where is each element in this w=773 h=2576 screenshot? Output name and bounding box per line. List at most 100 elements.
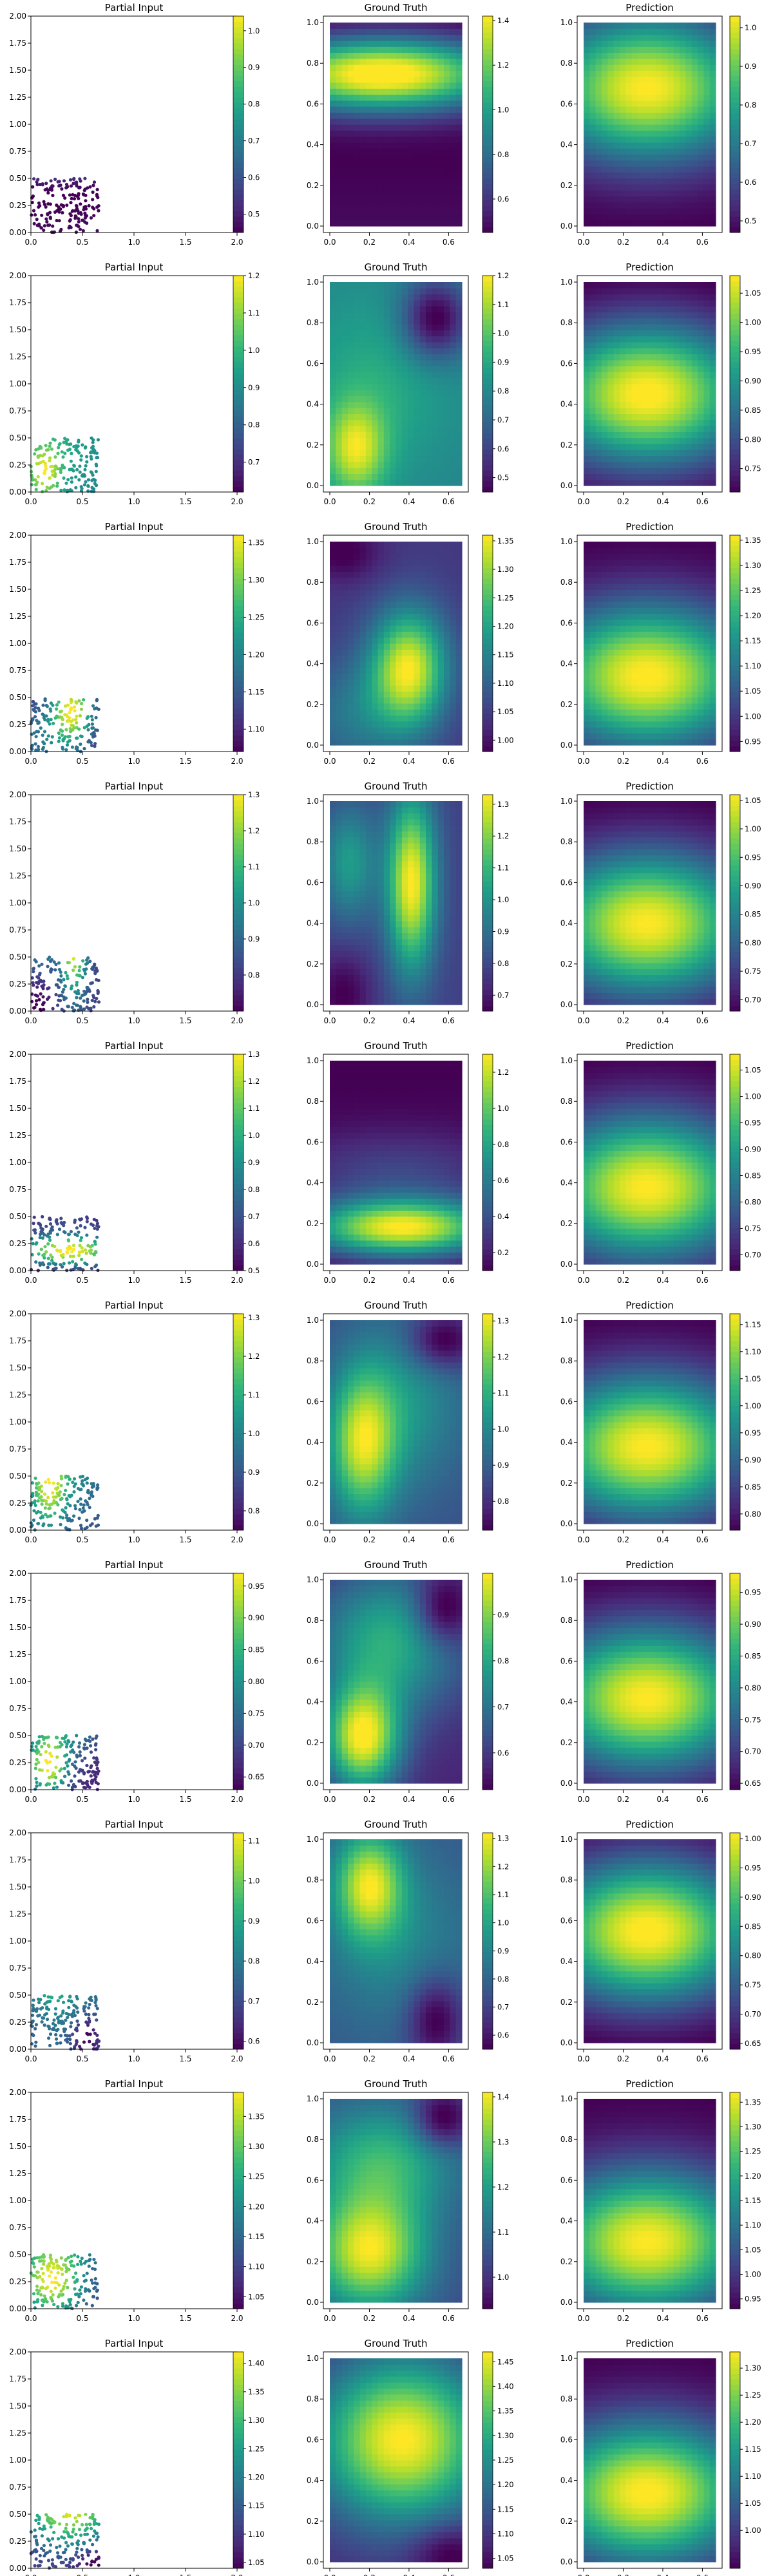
heatmap-cell [607, 172, 615, 179]
heatmap-cell [619, 413, 626, 421]
heatmap-cell [584, 643, 590, 650]
heatmap-cell [637, 88, 644, 95]
heatmap-cell [601, 196, 608, 203]
heatmap-cell [354, 377, 361, 384]
colorbar-segment [233, 211, 243, 217]
scatter-point [73, 193, 77, 197]
heatmap-cell [408, 559, 415, 566]
heatmap-cell [698, 317, 704, 325]
heatmap-cell [408, 196, 415, 203]
y-tick-label: 2.00 [9, 12, 26, 21]
heatmap-cell [680, 208, 687, 215]
heatmap-cell [347, 100, 354, 107]
heatmap-cell [383, 390, 390, 397]
heatmap-cell [414, 413, 421, 421]
heatmap-cell [584, 565, 590, 573]
heatmap-cell [437, 34, 444, 41]
heatmap-cell [426, 619, 433, 626]
heatmap-cell [414, 58, 421, 65]
heatmap-cell [341, 595, 348, 602]
colorbar-segment [730, 286, 740, 292]
heatmap-cell [330, 76, 336, 83]
heatmap-cell [589, 715, 596, 722]
colorbar-segment [482, 687, 493, 693]
heatmap-cell [625, 395, 633, 402]
heatmap [330, 542, 463, 746]
heatmap-cell [372, 455, 379, 462]
heatmap-cell [372, 208, 379, 215]
heatmap-cell [625, 288, 633, 295]
heatmap-cell [426, 673, 433, 680]
heatmap-cell [685, 282, 692, 289]
heatmap-cell [330, 154, 336, 161]
heatmap-cell [584, 685, 590, 692]
heatmap-cell [432, 178, 439, 185]
heatmap-cell [607, 299, 615, 307]
heatmap-cell [637, 455, 644, 462]
heatmap-cell [631, 408, 638, 415]
heatmap-cell [330, 601, 336, 608]
heatmap-cell [662, 142, 669, 149]
heatmap-cell [655, 154, 662, 161]
colorbar-segment [233, 621, 243, 628]
colorbar-segment [730, 394, 740, 401]
scatter-point [87, 739, 91, 743]
scatter-point [42, 228, 46, 232]
heatmap-cell [691, 336, 698, 343]
colorbar-segment [730, 438, 740, 444]
colorbar-segment [233, 741, 243, 747]
colorbar-tick-label: 1.35 [248, 538, 265, 547]
heatmap-cell [601, 450, 608, 457]
heatmap-cell [390, 208, 397, 215]
y-tick-label: 0.00 [9, 488, 26, 497]
colorbar-segment [730, 75, 740, 82]
heatmap-cell [365, 136, 372, 143]
x-tick-label: 1.0 [128, 497, 140, 506]
heatmap-cell [607, 437, 615, 444]
heatmap-cell [408, 190, 415, 197]
heatmap-cell [709, 384, 716, 390]
heatmap-cell [414, 542, 421, 548]
heatmap-cell [419, 106, 426, 113]
heatmap-cell [359, 679, 367, 686]
heatmap-cell [703, 184, 711, 191]
heatmap-cell [426, 154, 433, 161]
colorbar-frame [233, 275, 244, 493]
heatmap-cell [595, 154, 602, 161]
heatmap-cell [377, 366, 385, 373]
heatmap-cell [365, 142, 372, 149]
heatmap-cell [341, 330, 348, 337]
heatmap-cell [419, 559, 426, 566]
heatmap-cell [341, 160, 348, 167]
heatmap-cell [691, 372, 698, 379]
heatmap-cell [396, 52, 403, 59]
heatmap-cell [383, 426, 390, 432]
colorbar-segment [482, 659, 493, 666]
heatmap-cell [455, 130, 463, 137]
heatmap-cell [408, 112, 415, 119]
heatmap-cell [414, 667, 421, 674]
heatmap-cell [365, 28, 372, 35]
heatmap-cell [709, 354, 716, 361]
scatter-point [69, 697, 73, 701]
heatmap-cell [437, 637, 444, 644]
heatmap-cell [450, 697, 457, 704]
heatmap-cell [419, 202, 426, 209]
y-tick-label: 0.0 [307, 481, 319, 490]
heatmap-cell [595, 46, 602, 53]
heatmap-cell [426, 479, 433, 486]
heatmap-cell [347, 312, 354, 319]
heatmap-cell [644, 431, 651, 439]
heatmap-cell [359, 384, 367, 390]
heatmap-cell [437, 154, 444, 161]
heatmap-cell [336, 220, 343, 227]
heatmap-cell [426, 190, 433, 197]
heatmap-cell [432, 88, 439, 95]
heatmap-cell [401, 348, 408, 355]
heatmap-cell [691, 317, 698, 325]
heatmap-cell [390, 214, 397, 221]
heatmap-cell [419, 739, 426, 746]
scatter-point [86, 728, 90, 732]
scatter-point [58, 442, 62, 446]
heatmap-cell [709, 312, 716, 319]
